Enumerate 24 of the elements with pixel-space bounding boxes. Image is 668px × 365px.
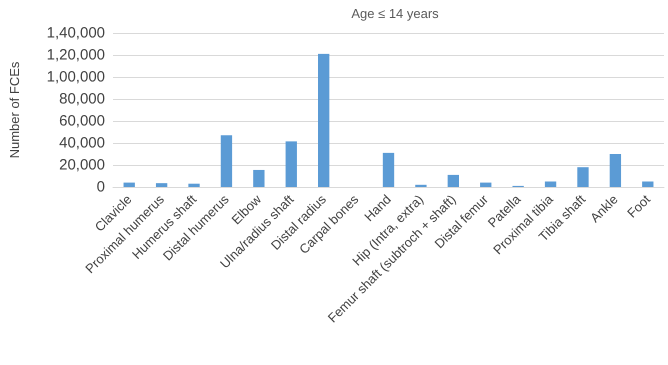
chart-title: Age ≤ 14 years	[351, 6, 440, 21]
bar	[480, 182, 492, 187]
y-tick-label: 1,00,000	[46, 68, 105, 86]
y-tick-label: 60,000	[59, 112, 105, 130]
y-tick-label: 20,000	[59, 156, 105, 174]
bar	[188, 184, 200, 187]
bar	[382, 152, 394, 187]
bar	[156, 183, 168, 187]
bar	[253, 170, 265, 187]
y-tick-label: 40,000	[59, 134, 105, 152]
y-tick-label: 1,40,000	[46, 24, 105, 42]
y-axis-title: Number of FCEs	[7, 61, 22, 158]
y-tick-label: 80,000	[59, 90, 105, 108]
bar	[286, 141, 297, 187]
bar	[642, 182, 654, 187]
bar	[610, 154, 622, 187]
y-tick-label: 1,20,000	[46, 46, 105, 64]
bar	[448, 174, 459, 187]
bar	[318, 54, 330, 187]
bar	[544, 182, 556, 187]
bar	[577, 167, 589, 187]
bar	[220, 135, 232, 187]
bar	[124, 182, 135, 187]
y-tick-label: 0	[96, 178, 105, 196]
